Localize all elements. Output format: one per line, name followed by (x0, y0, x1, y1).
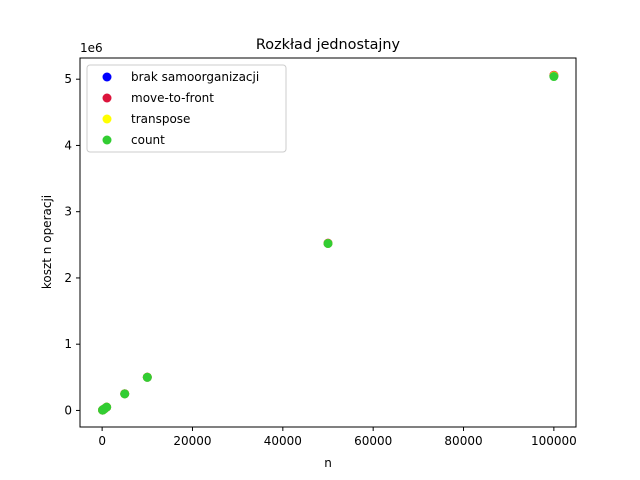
axes-frame (79, 57, 577, 428)
data-point (323, 238, 333, 248)
x-axis-label: n (324, 456, 332, 470)
legend-label: count (131, 133, 165, 147)
legend-label: brak samoorganizacji (131, 70, 259, 84)
data-point (142, 372, 152, 382)
legend-marker (102, 72, 112, 82)
data-point (549, 72, 559, 82)
x-axis: 0 20000 40000 60000 80000 100000 (98, 427, 577, 448)
chart-title: Rozkład jednostajny (256, 37, 401, 53)
x-tick-label: 0 (98, 434, 106, 448)
y-tick-label: 3 (64, 205, 72, 219)
plot-area (98, 70, 559, 415)
y-tick-label: 1 (64, 337, 72, 351)
legend-label: move-to-front (131, 91, 214, 105)
y-offset-label: 1e6 (80, 41, 103, 55)
y-tick-label: 0 (64, 403, 72, 417)
legend: brak samoorganizacji move-to-front transpo… (86, 64, 287, 153)
y-tick-label: 5 (64, 72, 72, 86)
x-tick-label: 20000 (173, 434, 211, 448)
y-axis-label: koszt n operacji (40, 195, 54, 289)
y-axis: 0 1 2 3 4 5 (64, 72, 80, 417)
legend-marker (102, 114, 112, 124)
y-tick-label: 4 (64, 138, 72, 152)
x-tick-label: 40000 (264, 434, 302, 448)
legend-marker (102, 93, 112, 103)
data-point (120, 389, 130, 399)
x-tick-label: 100000 (531, 434, 577, 448)
x-tick-label: 60000 (354, 434, 392, 448)
legend-marker (102, 135, 112, 145)
data-point (102, 402, 112, 412)
legend-label: transpose (131, 112, 190, 126)
y-tick-label: 2 (64, 271, 72, 285)
legend-box (86, 64, 287, 153)
x-tick-label: 80000 (444, 434, 482, 448)
